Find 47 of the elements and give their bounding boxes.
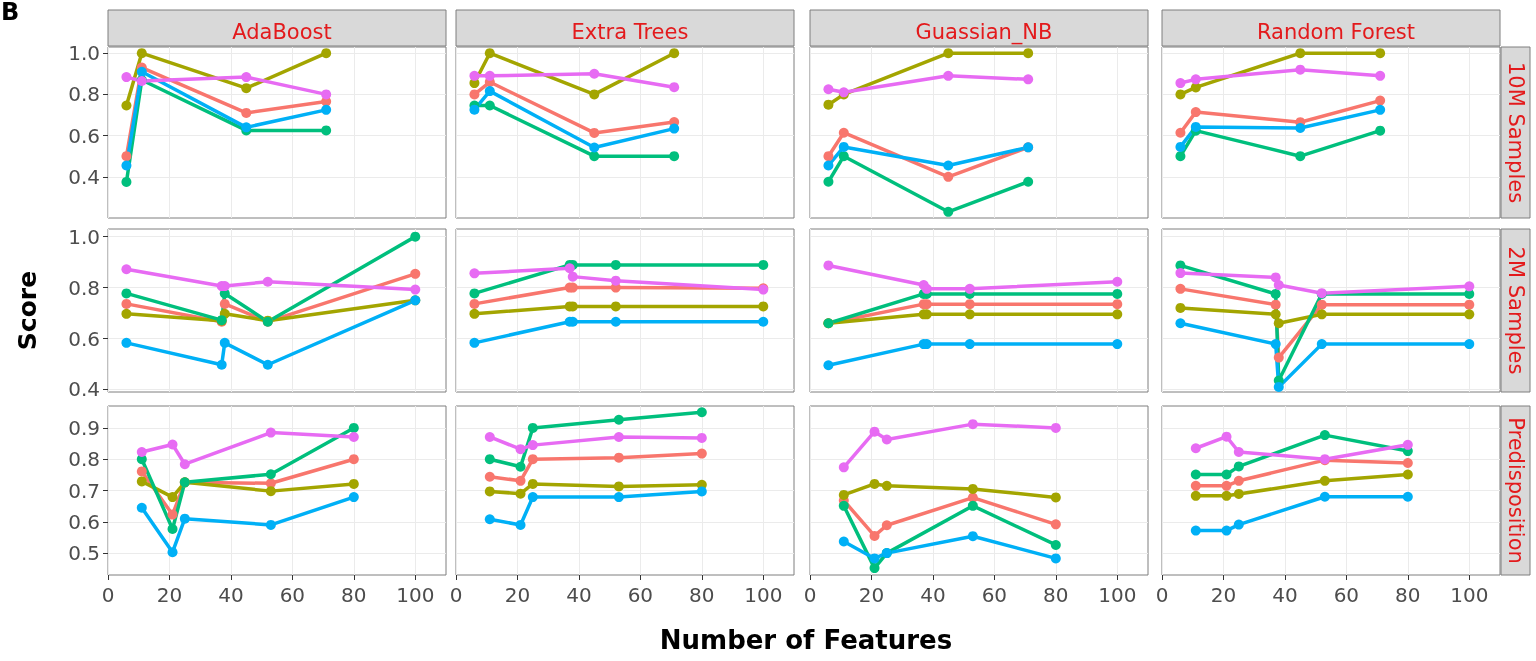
x-tick-label: 80 xyxy=(341,583,367,607)
y-tick-label: 1.0 xyxy=(68,224,100,249)
chart-title: Random Forest xyxy=(1256,19,1416,44)
x-tick-label: 80 xyxy=(689,583,715,607)
x-tick-label: 100 xyxy=(1450,583,1489,607)
x-tick-label: 100 xyxy=(396,583,435,607)
chart-title: AdaBoost xyxy=(232,19,332,44)
x-tick-label: 80 xyxy=(1395,583,1421,607)
x-tick-label: 40 xyxy=(920,583,946,607)
x-axis-title: Number of Features xyxy=(659,625,953,655)
y-tick-label: 0.7 xyxy=(68,478,100,503)
y2-axis-title: Predisposition xyxy=(1504,417,1528,564)
y-tick-label: 0.6 xyxy=(68,123,100,148)
x-tick-label: 60 xyxy=(279,583,306,607)
y-tick-label: 0.9 xyxy=(68,415,100,440)
x-tick-label: 60 xyxy=(981,583,1008,607)
chart-title: Extra Trees xyxy=(571,19,689,44)
x-tick-label: 40 xyxy=(218,583,244,607)
x-tick-label: 20 xyxy=(1210,583,1237,607)
text: B xyxy=(1,0,20,26)
y-tick-label: 0.8 xyxy=(68,82,100,107)
y-tick-label: 0.8 xyxy=(68,275,100,300)
x-tick-label: 0 xyxy=(449,583,463,607)
x-tick-label: 0 xyxy=(1155,583,1169,607)
x-tick-label: 20 xyxy=(156,583,183,607)
y2-axis-title: 10M Samples xyxy=(1504,61,1528,204)
x-tick-label: 0 xyxy=(101,583,115,607)
y-tick-label: 0.4 xyxy=(68,377,100,402)
y-axis-title: Score xyxy=(13,270,42,351)
x-tick-label: 100 xyxy=(744,583,783,607)
x-tick-label: 60 xyxy=(627,583,654,607)
y-tick-label: 0.4 xyxy=(68,164,100,189)
y-tick-label: 0.6 xyxy=(68,326,100,351)
chart-title: Guassian_NB xyxy=(915,19,1053,45)
x-tick-label: 100 xyxy=(1098,583,1137,607)
y-tick-label: 0.5 xyxy=(68,541,100,566)
y2-axis-title: 2M Samples xyxy=(1504,246,1528,375)
x-tick-label: 40 xyxy=(1272,583,1298,607)
y-tick-label: 1.0 xyxy=(68,41,100,66)
x-tick-label: 60 xyxy=(1333,583,1360,607)
x-tick-label: 20 xyxy=(858,583,885,607)
x-tick-label: 0 xyxy=(803,583,817,607)
x-tick-label: 80 xyxy=(1043,583,1069,607)
x-tick-label: 20 xyxy=(504,583,531,607)
y-tick-label: 0.8 xyxy=(68,447,100,472)
y-tick-label: 0.6 xyxy=(68,509,100,534)
x-tick-label: 40 xyxy=(566,583,592,607)
